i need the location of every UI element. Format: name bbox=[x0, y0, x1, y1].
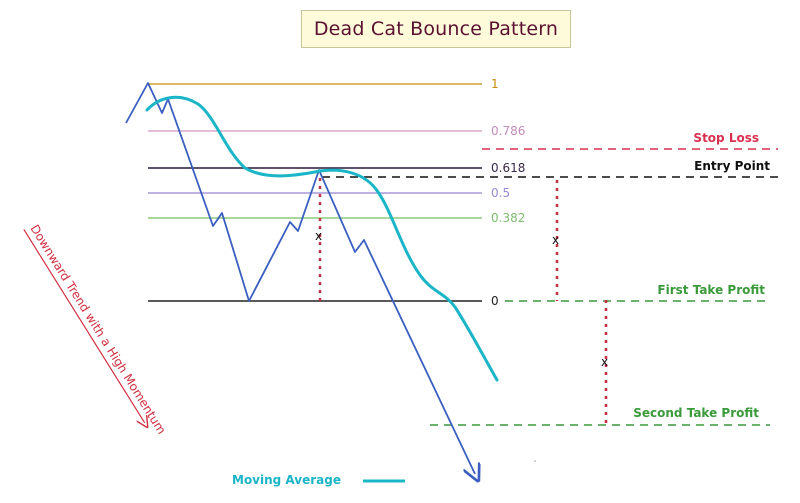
fib-label-0382: 0.382 bbox=[491, 211, 525, 225]
second-target-distance-marker: x bbox=[601, 355, 608, 369]
stray-dot bbox=[534, 460, 536, 462]
bounce-distance-marker: x bbox=[315, 229, 322, 243]
second-take-profit-label: Second Take Profit bbox=[633, 406, 759, 420]
fib-label-1: 1 bbox=[491, 77, 499, 91]
title-box: Dead Cat Bounce Pattern bbox=[301, 10, 571, 48]
diagram-title: Dead Cat Bounce Pattern bbox=[313, 18, 559, 40]
moving-average-curve bbox=[145, 95, 499, 382]
legend-moving-average-label: Moving Average bbox=[232, 473, 341, 487]
stop-loss-label: Stop Loss bbox=[693, 131, 759, 145]
fib-label-0618: 0.618 bbox=[491, 161, 525, 175]
price-line bbox=[125, 82, 475, 474]
side-arrow bbox=[23, 229, 145, 422]
side-label-group: Downward Trend with a High Momentum bbox=[23, 222, 169, 437]
side-label: Downward Trend with a High Momentum bbox=[27, 222, 168, 437]
fib-label-05: 0.5 bbox=[491, 186, 510, 200]
fib-label-0: 0 bbox=[491, 294, 499, 308]
fib-label-0786: 0.786 bbox=[491, 124, 525, 138]
first-take-profit-label: First Take Profit bbox=[657, 283, 765, 297]
first-target-distance-marker: x bbox=[552, 233, 559, 247]
entry-point-label: Entry Point bbox=[694, 159, 770, 173]
